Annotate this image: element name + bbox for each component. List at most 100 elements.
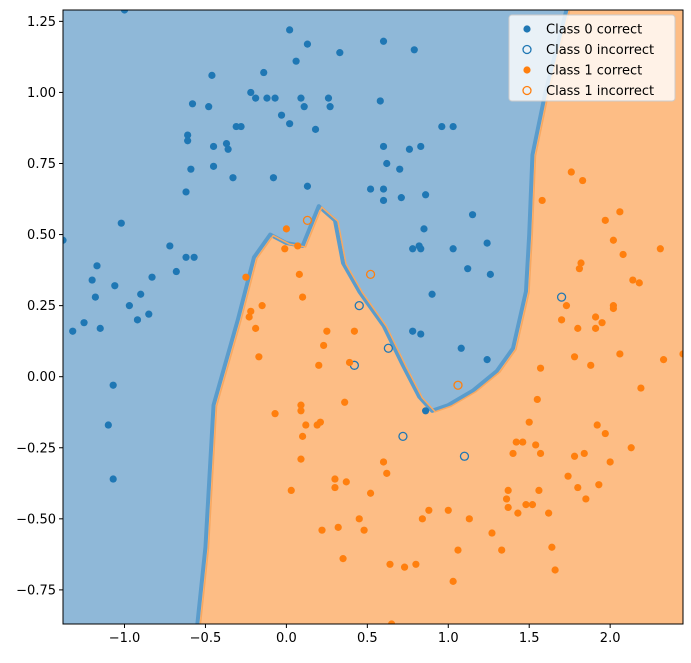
data-point — [247, 307, 255, 315]
data-point — [315, 361, 323, 369]
data-point — [252, 324, 260, 332]
data-point — [258, 302, 266, 310]
data-point — [242, 273, 250, 281]
data-point — [255, 353, 263, 361]
data-point — [504, 503, 512, 512]
data-point — [582, 495, 590, 503]
data-point — [286, 26, 294, 34]
x-tick-label: −1.0 — [109, 631, 141, 646]
decision-boundary — [195, 10, 571, 624]
data-point — [341, 398, 349, 406]
y-tick-label: 1.25 — [27, 15, 56, 30]
data-point — [536, 364, 545, 372]
data-point — [117, 219, 125, 227]
data-point — [187, 165, 195, 173]
data-point — [125, 302, 133, 310]
data-point — [564, 472, 572, 480]
y-tick-label: 0.75 — [27, 157, 56, 172]
data-point — [398, 431, 408, 442]
data-point — [609, 304, 617, 313]
data-point — [567, 168, 575, 176]
data-point — [334, 523, 342, 531]
data-point — [595, 481, 603, 489]
data-point — [465, 515, 473, 523]
data-point — [601, 216, 609, 224]
x-tick-label: 1.0 — [438, 631, 459, 646]
data-point — [269, 174, 278, 182]
data-point — [80, 319, 88, 327]
legend-label: Class 0 incorrect — [546, 43, 654, 58]
data-point — [331, 483, 339, 492]
x-tick-label: 0.0 — [276, 631, 297, 646]
data-point — [412, 560, 420, 568]
data-point — [104, 421, 112, 429]
boundary-band-orange — [199, 10, 571, 624]
data-point — [556, 292, 567, 302]
data-point — [366, 185, 375, 193]
data-point — [570, 452, 579, 460]
data-point — [88, 276, 96, 284]
data-point — [188, 100, 197, 108]
data-point — [383, 159, 391, 168]
data-point — [365, 269, 376, 280]
data-point — [396, 165, 404, 173]
data-point — [410, 46, 418, 54]
data-point — [263, 94, 271, 102]
series-class-0-correct — [63, 10, 494, 483]
class-1-region — [197, 10, 683, 624]
plot-frame — [62, 9, 684, 625]
data-point — [459, 451, 470, 461]
data-point — [587, 361, 595, 369]
data-point — [598, 319, 606, 327]
data-point — [298, 432, 307, 440]
data-point — [63, 236, 67, 244]
y-tick-label: 0.25 — [27, 299, 56, 314]
data-point — [172, 267, 180, 276]
data-point — [271, 410, 279, 418]
x-tick-label: 0.5 — [357, 631, 378, 646]
data-point — [379, 185, 388, 193]
data-point — [166, 242, 174, 250]
data-point — [593, 421, 601, 429]
data-point — [355, 515, 363, 523]
data-point — [422, 191, 430, 199]
data-point — [591, 324, 600, 332]
data-point — [297, 94, 305, 102]
x-tick-label: 1.5 — [519, 631, 540, 646]
data-point — [417, 245, 425, 253]
data-point — [222, 140, 231, 148]
data-point — [324, 94, 333, 102]
legend-box — [508, 14, 676, 102]
data-point — [498, 546, 506, 554]
legend-marker — [522, 44, 532, 55]
data-point — [574, 324, 582, 332]
data-point — [449, 122, 457, 131]
data-point — [339, 555, 347, 563]
data-point — [360, 526, 368, 534]
data-point — [379, 142, 388, 151]
data-point — [190, 253, 198, 261]
data-point — [96, 324, 104, 332]
legend-label: Class 0 correct — [546, 23, 642, 38]
data-point — [532, 441, 540, 449]
data-point — [145, 310, 153, 318]
data-point — [483, 356, 491, 364]
data-point — [616, 208, 624, 216]
x-tick-label: 2.0 — [600, 631, 621, 646]
data-point — [635, 279, 643, 287]
data-point — [548, 543, 556, 551]
data-point — [303, 40, 312, 48]
data-point — [209, 162, 218, 170]
data-point — [120, 10, 129, 14]
data-point — [409, 245, 417, 253]
data-point — [224, 145, 232, 153]
data-point — [298, 293, 307, 301]
data-point — [342, 478, 350, 486]
data-point — [417, 330, 425, 338]
data-point — [464, 265, 472, 273]
data-point — [318, 526, 326, 534]
data-point — [184, 137, 192, 145]
y-tick-label: −0.75 — [16, 583, 56, 598]
data-point — [260, 68, 268, 77]
data-point — [109, 381, 117, 389]
